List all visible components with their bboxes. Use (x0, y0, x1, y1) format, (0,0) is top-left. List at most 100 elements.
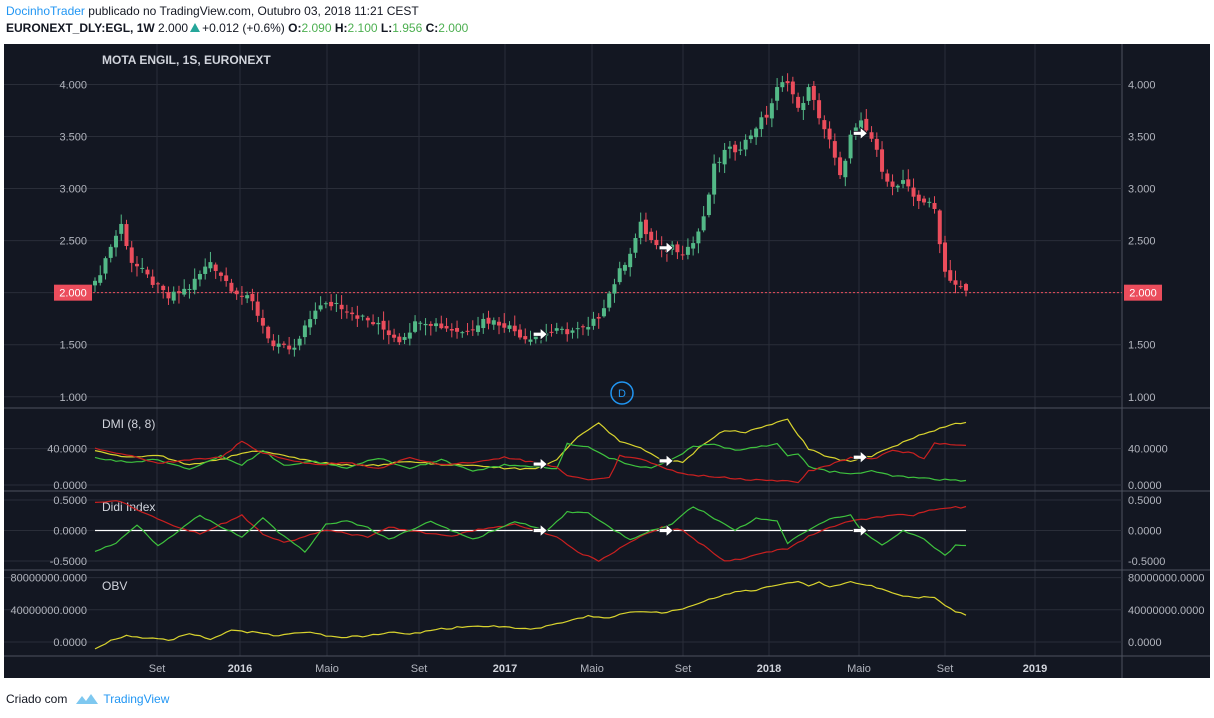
candle-body (281, 343, 286, 345)
x-tick-label: Set (149, 663, 166, 675)
candle-body (491, 320, 496, 325)
high-value: 2.100 (347, 21, 378, 35)
up-triangle-icon (190, 23, 201, 32)
candle-body (911, 187, 916, 197)
candle-body (796, 96, 801, 108)
candle-body (134, 263, 139, 267)
candle-body (685, 246, 690, 255)
candle-body (428, 323, 433, 326)
candle-body (633, 238, 638, 253)
indicator-tick-left: 0.0000 (53, 526, 87, 538)
candle-body (313, 310, 318, 319)
signal-arrow (658, 454, 674, 468)
price-tick-right: 3.500 (1128, 132, 1156, 144)
candle-body (533, 335, 538, 340)
candle-body (901, 180, 906, 184)
candle-body (948, 270, 953, 281)
indicator-tick-left: 40.0000 (47, 444, 87, 456)
price-tick-left: 2.500 (59, 236, 87, 248)
candle-body (654, 239, 659, 246)
candle-body (407, 332, 412, 339)
candle-body (922, 198, 927, 203)
candle-body (764, 114, 769, 118)
candle-body (103, 258, 108, 274)
candle-body (575, 328, 580, 330)
indicator-tick-right: 40000000.0000 (1128, 605, 1204, 617)
candle-body (811, 85, 816, 100)
candle-body (386, 330, 391, 336)
indicator-tick-right: 80000000.0000 (1128, 573, 1204, 585)
open-value: 2.090 (301, 21, 332, 35)
candle-body (402, 337, 407, 340)
x-tick-label: 2018 (757, 663, 781, 675)
low-label: L: (380, 21, 393, 35)
candle-body (497, 321, 502, 326)
arrow-shape (532, 327, 548, 342)
candle-body (339, 304, 344, 310)
x-tick-label: Maio (580, 663, 604, 675)
candle-body (93, 280, 97, 286)
candle-body (643, 219, 648, 235)
x-tick-label: Maio (315, 663, 339, 675)
candle-body (381, 320, 386, 330)
candle-body (413, 321, 418, 332)
last-price-tag-right (1124, 284, 1162, 301)
series-line-red (94, 500, 967, 563)
arrow-shape (532, 457, 548, 471)
candle-body (98, 275, 103, 283)
candle-body (964, 284, 968, 291)
candle-body (696, 231, 701, 244)
indicator-tick-right: 0.0000 (1128, 526, 1162, 538)
candle-body (434, 323, 439, 327)
candle-body (869, 132, 874, 139)
author-link[interactable]: DocinhoTrader (6, 4, 85, 18)
candle-body (790, 81, 795, 95)
last-price-tag-left (54, 284, 92, 301)
tradingview-link[interactable]: TradingView (103, 692, 170, 706)
candle-body (355, 315, 360, 319)
candle-body (218, 272, 223, 276)
open-label: O: (288, 21, 302, 35)
candle-body (392, 334, 397, 338)
chart-canvas[interactable]: Set 2016 Maio Set 2017 Maio Set 2018 Maio Set 2019… (0, 42, 1214, 683)
signal-arrow (852, 523, 868, 538)
dividend-marker (610, 381, 634, 405)
candle-body (439, 323, 444, 329)
candle-body (455, 327, 460, 332)
candle-body (706, 194, 711, 216)
created-with-label: Criado com (6, 692, 68, 706)
candle-body (848, 134, 853, 159)
indicator-tick-left: 0.5000 (53, 495, 87, 507)
symbol-label: EURONEXT_DLY:EGL, 1W (6, 21, 155, 35)
candle-body (853, 127, 858, 134)
candle-body (150, 276, 155, 285)
candle-body (166, 292, 171, 299)
candle-body (365, 317, 370, 321)
candle-body (712, 163, 717, 195)
candle-body (187, 288, 192, 290)
indicator-tick-left: 40000000.0000 (11, 605, 87, 617)
chart-background (4, 44, 1210, 678)
candle-body (727, 146, 732, 149)
price-tick-left: 3.000 (59, 184, 87, 196)
candle-body (444, 325, 449, 329)
candle-body (843, 160, 848, 178)
candle-body (906, 179, 911, 187)
x-tick-label: Maio (847, 663, 871, 675)
candle-body (675, 244, 680, 253)
candle-body (832, 141, 837, 158)
candle-body (239, 295, 244, 297)
candles-group (93, 73, 968, 357)
candle-body (203, 266, 208, 274)
footer: Criado com TradingView (6, 692, 169, 706)
candle-body (460, 332, 465, 334)
candle-body (638, 221, 643, 238)
candle-body (691, 243, 696, 249)
candle-body (129, 247, 134, 263)
candle-body (176, 291, 181, 294)
candle-body (360, 315, 365, 317)
candle-body (518, 329, 523, 338)
indicator-tick-left: -0.5000 (50, 556, 87, 568)
candle-body (580, 326, 585, 328)
arrow-shape (852, 450, 868, 465)
